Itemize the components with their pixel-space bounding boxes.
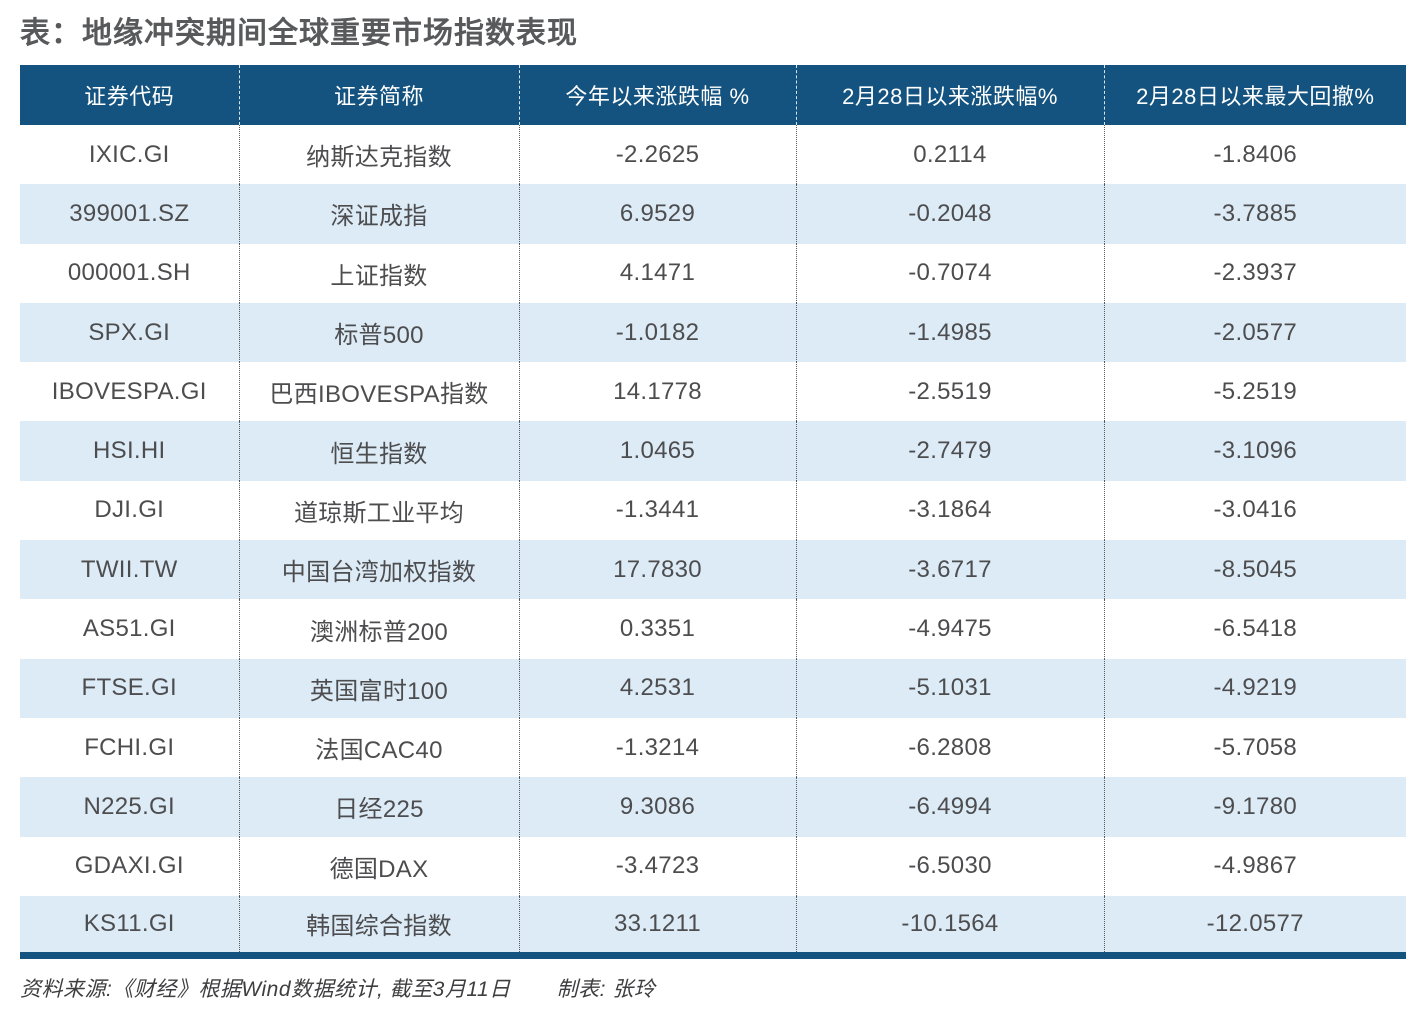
table-row: IXIC.GI 纳斯达克指数 -2.2625 0.2114 -1.8406	[20, 125, 1406, 185]
cell-code: TWII.TW	[80, 555, 178, 583]
cell-value: -2.2625	[518, 125, 796, 185]
cell-value: 14.1778	[518, 362, 796, 422]
cell-value: 6.9529	[518, 184, 796, 244]
cell-value: -4.9475	[795, 599, 1104, 659]
table-row: HSI.HI 恒生指数 1.0465 -2.7479 -3.1096	[20, 421, 1406, 481]
table-row: TWII.TW 中国台湾加权指数 17.7830 -3.6717 -8.5045	[20, 540, 1406, 600]
cell-name: 法国CAC40	[238, 717, 519, 778]
cell-value: -8.5045	[1103, 540, 1406, 600]
cell-value: -1.3214	[518, 717, 796, 778]
table-row: FTSE.GI 英国富时100 4.2531 -5.1031 -4.9219	[20, 658, 1406, 718]
source-note: 资料来源:《财经》根据Wind数据统计, 截至3月11日	[20, 977, 511, 1001]
cell-code: KS11.GI	[83, 909, 175, 937]
cell-value: -12.0577	[1103, 895, 1406, 956]
cell-value: -3.7885	[1103, 184, 1406, 244]
cell-value: -5.7058	[1103, 717, 1406, 778]
cell-code: SPX.GI	[88, 318, 171, 346]
cell-name: 德国DAX	[238, 836, 519, 896]
cell-name: 巴西IBOVESPA指数	[238, 362, 519, 422]
table-body: IXIC.GI 纳斯达克指数 -2.2625 0.2114 -1.8406 399001.…	[20, 125, 1406, 956]
column-header: 今年以来涨跌幅 %	[518, 65, 796, 125]
cell-name: 上证指数	[238, 243, 519, 303]
cell-name: 韩国综合指数	[238, 895, 519, 956]
cell-value: -6.2808	[795, 717, 1104, 778]
cell-name: 道琼斯工业平均	[238, 480, 519, 541]
cell-value: -2.0577	[1103, 302, 1406, 363]
cell-name: 日经225	[238, 777, 519, 837]
cell-value: 0.3351	[518, 599, 796, 659]
cell-code: FTSE.GI	[81, 674, 177, 702]
cell-code: GDAXI.GI	[74, 852, 184, 880]
cell-name: 恒生指数	[238, 421, 519, 481]
table-row: DJI.GI 道琼斯工业平均 -1.3441 -3.1864 -3.0416	[20, 480, 1406, 541]
cell-name: 深证成指	[238, 184, 519, 244]
credit-note: 制表: 张玲	[556, 977, 656, 1001]
table-row: KS11.GI 韩国综合指数 33.1211 -10.1564 -12.0577	[20, 895, 1406, 956]
cell-value: -2.7479	[795, 421, 1104, 481]
cell-code: HSI.HI	[93, 437, 166, 465]
table-title: 表：地缘冲突期间全球重要市场指数表现	[20, 17, 578, 50]
cell-name: 标普500	[238, 302, 519, 363]
column-header: 2月28日以来涨跌幅%	[795, 65, 1104, 125]
cell-value: -3.1096	[1103, 421, 1406, 481]
cell-code: FCHI.GI	[84, 733, 175, 761]
cell-value: -3.1864	[795, 480, 1104, 541]
cell-name: 英国富时100	[238, 658, 519, 718]
cell-value: -4.9867	[1103, 836, 1406, 896]
cell-value: -6.5418	[1103, 599, 1406, 659]
column-header: 2月28日以来最大回撤%	[1103, 65, 1406, 125]
cell-value: -6.5030	[795, 836, 1104, 896]
table-row: 000001.SH 上证指数 4.1471 -0.7074 -2.3937	[20, 243, 1406, 303]
cell-code: AS51.GI	[82, 615, 176, 643]
table-row: FCHI.GI 法国CAC40 -1.3214 -6.2808 -5.7058	[20, 717, 1406, 778]
cell-value: -0.2048	[795, 184, 1104, 244]
cell-value: -3.0416	[1103, 480, 1406, 541]
cell-value: -5.2519	[1103, 362, 1406, 422]
cell-value: 33.1211	[518, 895, 796, 956]
market-index-table: 证券代码 证券简称 今年以来涨跌幅 % 2月28日以来涨跌幅% 2月28日以来最大回撤%…	[20, 65, 1406, 959]
cell-value: 4.1471	[518, 243, 796, 303]
cell-code: DJI.GI	[94, 496, 165, 524]
cell-value: -9.1780	[1103, 777, 1406, 837]
table-row: IBOVESPA.GI 巴西IBOVESPA指数 14.1778 -2.5519 -5.…	[20, 362, 1406, 422]
table-row: SPX.GI 标普500 -1.0182 -1.4985 -2.0577	[20, 302, 1406, 363]
column-header: 证券简称	[238, 65, 519, 125]
cell-value: 0.2114	[795, 125, 1104, 185]
cell-value: 17.7830	[518, 540, 796, 600]
column-header: 证券代码	[20, 65, 239, 125]
cell-value: -1.3441	[518, 480, 796, 541]
table-row: GDAXI.GI 德国DAX -3.4723 -6.5030 -4.9867	[20, 836, 1406, 896]
cell-value: -6.4994	[795, 777, 1104, 837]
cell-value: -1.8406	[1103, 125, 1406, 185]
cell-value: -1.0182	[518, 302, 796, 363]
cell-value: -3.4723	[518, 836, 796, 896]
cell-value: -5.1031	[795, 658, 1104, 718]
cell-name: 纳斯达克指数	[238, 125, 519, 185]
cell-value: -0.7074	[795, 243, 1104, 303]
cell-value: 9.3086	[518, 777, 796, 837]
table-row: AS51.GI 澳洲标普200 0.3351 -4.9475 -6.5418	[20, 599, 1406, 659]
cell-value: -1.4985	[795, 302, 1104, 363]
cell-code: N225.GI	[83, 792, 175, 820]
footer-note: 资料来源:《财经》根据Wind数据统计, 截至3月11日 制表: 张玲	[20, 973, 1404, 1003]
cell-code: IXIC.GI	[88, 140, 170, 168]
table-row: N225.GI 日经225 9.3086 -6.4994 -9.1780	[20, 777, 1406, 837]
cell-value: -2.3937	[1103, 243, 1406, 303]
cell-name: 澳洲标普200	[238, 599, 519, 659]
cell-value: -3.6717	[795, 540, 1104, 600]
cell-value: 4.2531	[518, 658, 796, 718]
cell-value: 1.0465	[518, 421, 796, 481]
cell-value: -10.1564	[795, 895, 1104, 956]
cell-name: 中国台湾加权指数	[238, 540, 519, 600]
cell-code: 399001.SZ	[69, 199, 190, 227]
cell-value: -4.9219	[1103, 658, 1406, 718]
table-row: 399001.SZ 深证成指 6.9529 -0.2048 -3.7885	[20, 184, 1406, 244]
header-row: 证券代码 证券简称 今年以来涨跌幅 % 2月28日以来涨跌幅% 2月28日以来最大回撤%	[20, 65, 1406, 125]
cell-value: -2.5519	[795, 362, 1104, 422]
cell-code: IBOVESPA.GI	[51, 377, 207, 405]
cell-code: 000001.SH	[67, 259, 191, 287]
